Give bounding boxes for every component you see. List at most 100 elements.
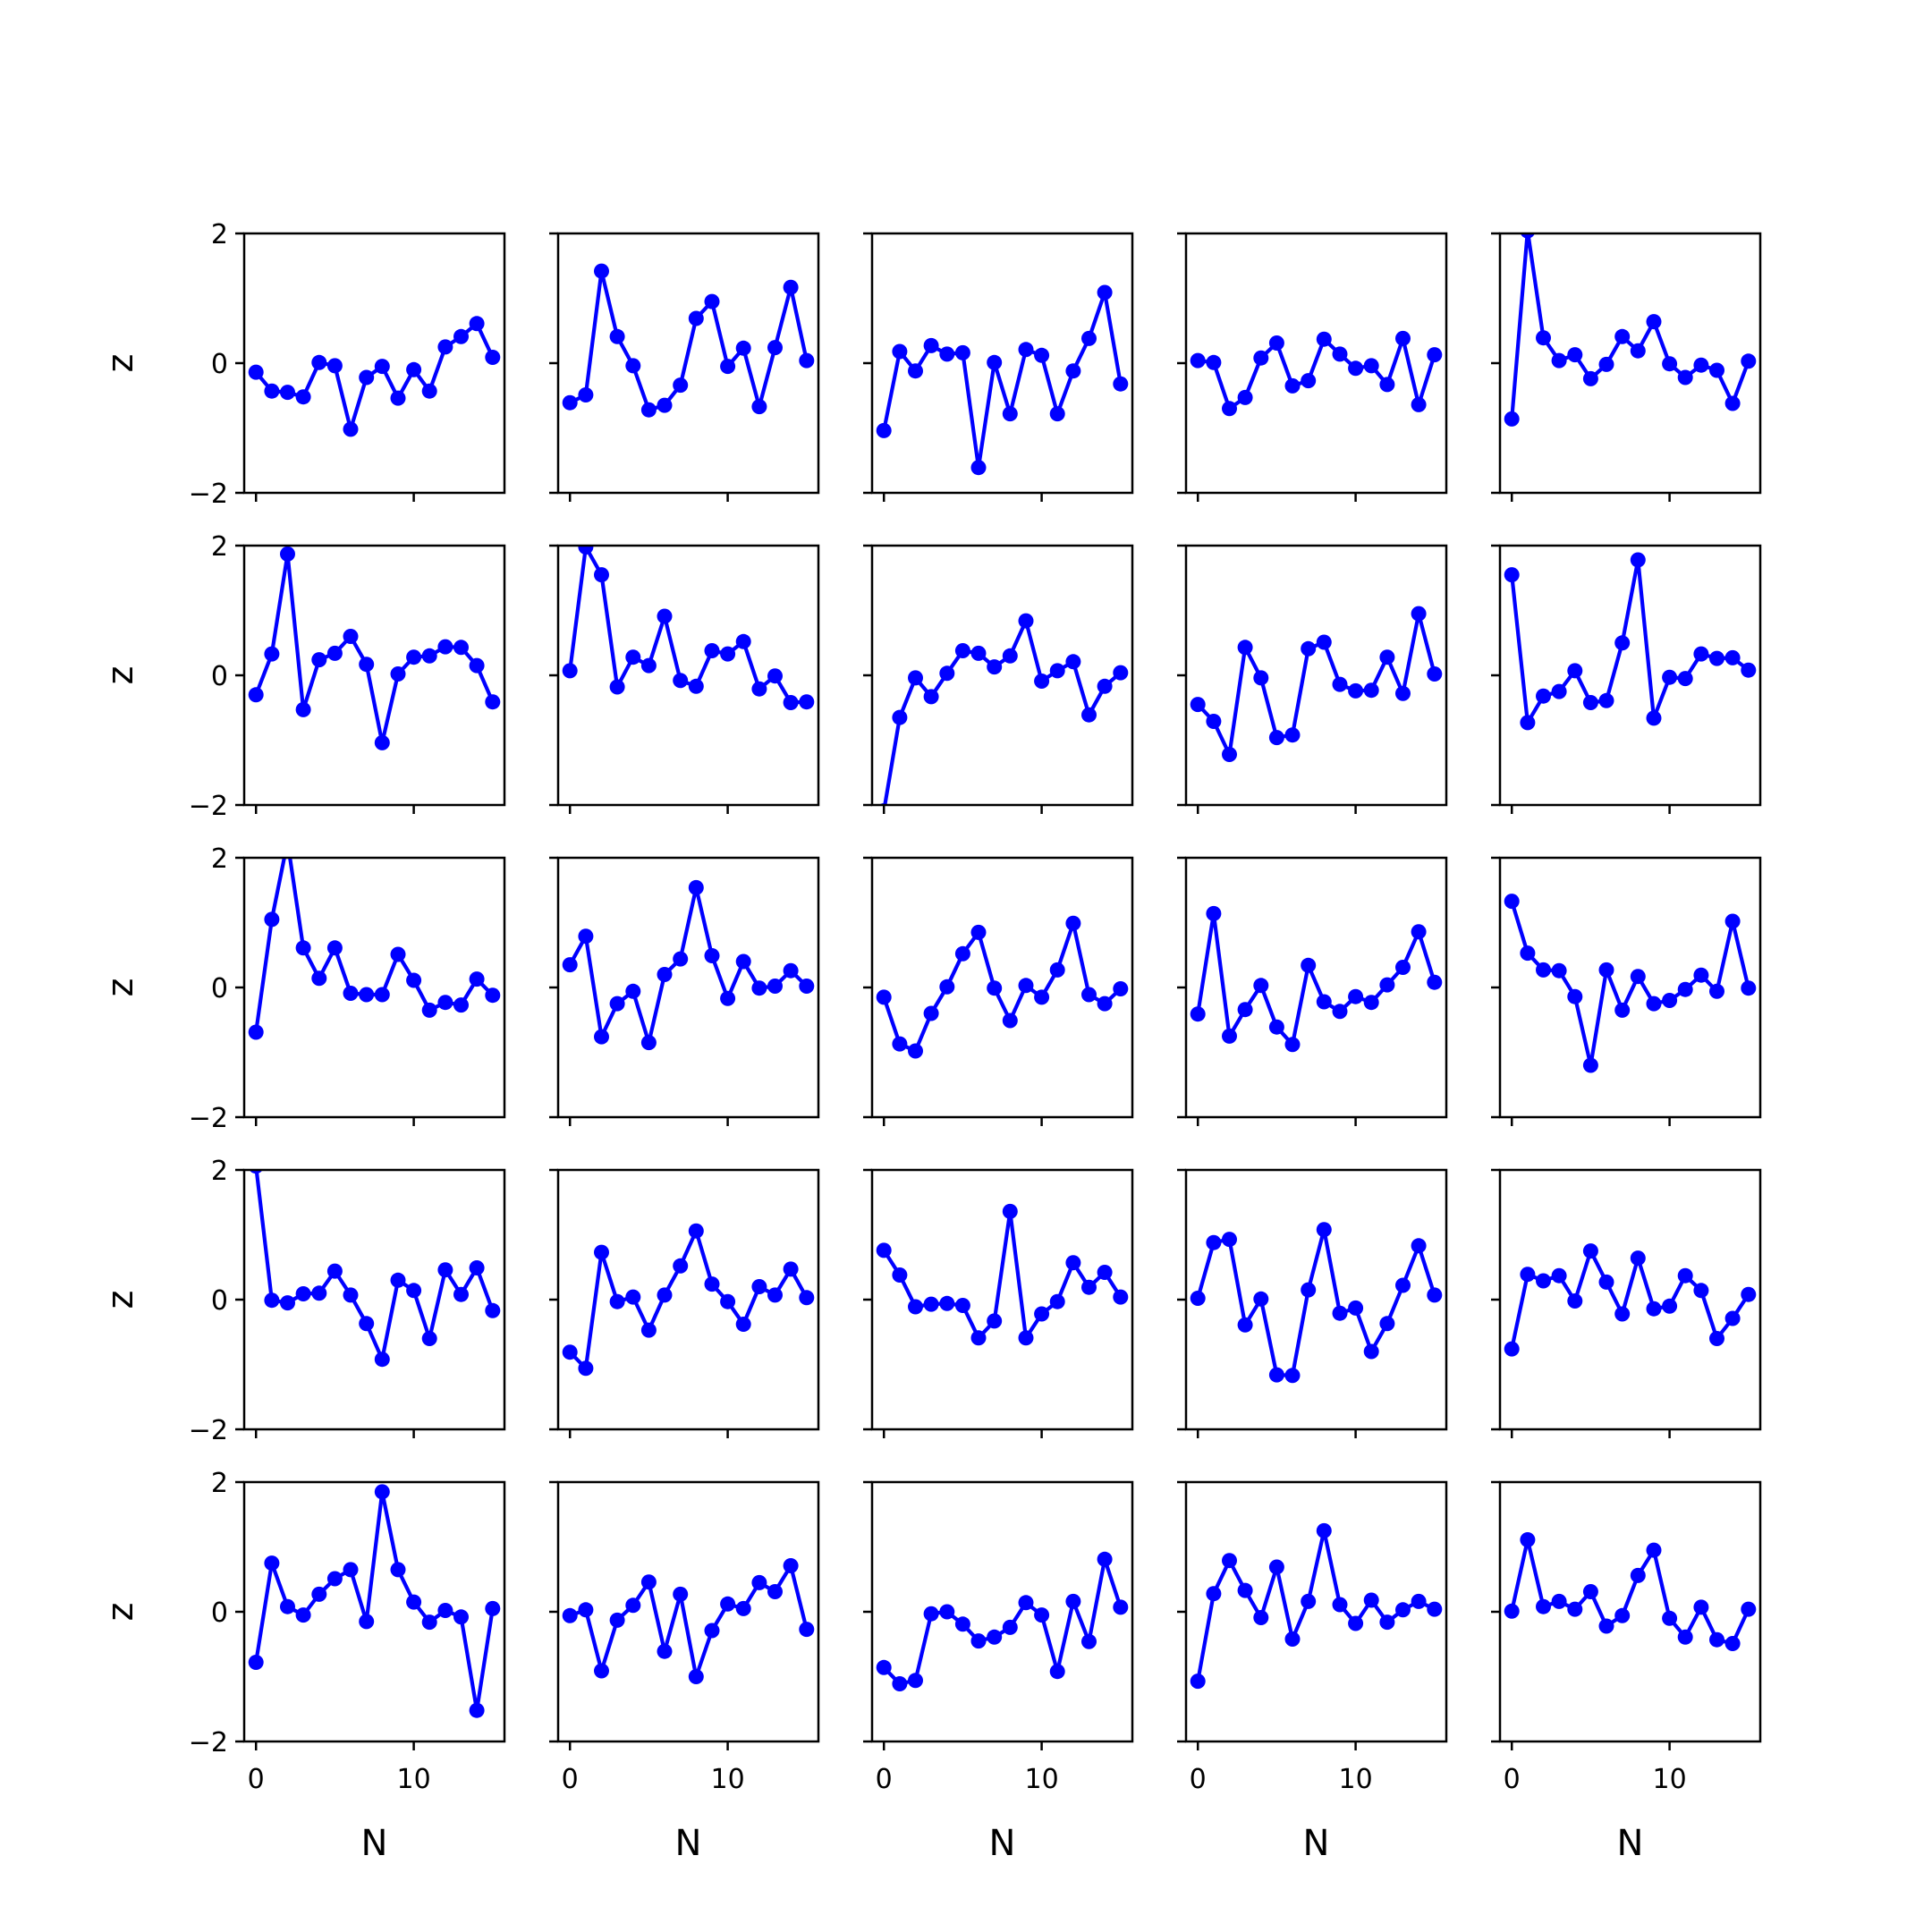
data-point: [1646, 710, 1662, 726]
y-tick-label: 2: [211, 1156, 228, 1187]
data-point: [1379, 1614, 1395, 1631]
data-point: [1614, 1306, 1631, 1322]
data-point: [1567, 663, 1583, 679]
x-axis-label: N: [1617, 1823, 1644, 1864]
subplot-2-4: [1177, 544, 1448, 814]
subplot-1-5: [1491, 232, 1762, 502]
data-point: [970, 645, 987, 661]
data-point: [485, 350, 501, 365]
data-point: [1049, 962, 1065, 978]
data-point: [1567, 1293, 1583, 1309]
data-point: [1693, 646, 1709, 662]
data-point: [1646, 314, 1662, 330]
data-point: [767, 668, 783, 684]
data-point: [453, 1286, 469, 1302]
data-point: [1551, 1267, 1567, 1284]
data-point: [720, 1596, 736, 1612]
data-point: [1536, 1598, 1551, 1614]
data-point: [1065, 1593, 1081, 1609]
data-point: [1237, 389, 1253, 405]
data-point: [1520, 1267, 1536, 1283]
data-point: [1709, 1331, 1724, 1346]
data-point: [1395, 1602, 1411, 1618]
data-point: [1049, 1293, 1065, 1309]
data-point: [594, 1663, 609, 1679]
data-point: [609, 328, 625, 344]
data-point: [751, 399, 767, 415]
data-point: [640, 657, 657, 674]
data-point: [1427, 1287, 1443, 1303]
data-point: [1630, 969, 1646, 985]
data-point: [799, 1622, 815, 1638]
x-tick-label: 0: [876, 1764, 893, 1795]
data-point: [406, 1283, 422, 1299]
series-line: [882, 290, 1123, 470]
data-point: [1427, 974, 1443, 990]
data-point: [326, 940, 343, 956]
axes-frame: [242, 856, 506, 1119]
data-point: [1253, 1610, 1269, 1625]
series-line: [882, 1209, 1123, 1340]
data-point: [892, 1267, 908, 1283]
data-point: [1536, 330, 1551, 346]
data-point: [1520, 233, 1535, 239]
data-point: [688, 1223, 704, 1239]
subplot-1-1: −2 0 2 z: [100, 219, 506, 510]
y-tick-label: 2: [211, 843, 228, 875]
data-point: [359, 1316, 375, 1332]
data-point: [923, 337, 939, 353]
axes-frame: [1184, 1168, 1448, 1431]
data-point: [390, 946, 406, 962]
data-point: [485, 694, 501, 710]
data-point: [1316, 1222, 1332, 1238]
data-point: [1741, 353, 1757, 369]
data-point: [939, 979, 955, 995]
data-point: [390, 390, 406, 406]
series-group: [1190, 1222, 1443, 1384]
data-point: [1504, 411, 1520, 427]
series-line: [1510, 899, 1750, 1068]
data-point: [1268, 730, 1284, 746]
data-point: [578, 1602, 594, 1618]
data-point: [1724, 913, 1741, 929]
data-point: [1411, 1593, 1427, 1609]
data-point: [1268, 1367, 1284, 1383]
data-point: [1332, 676, 1348, 692]
series-line: [882, 921, 1123, 1054]
y-tick-label: 0: [211, 349, 228, 380]
data-point: [1222, 401, 1237, 417]
y-axis-label: z: [100, 1291, 141, 1309]
data-point: [295, 1607, 311, 1623]
data-point: [1504, 894, 1520, 910]
data-point: [954, 945, 970, 962]
series-line: [1510, 233, 1750, 421]
data-point: [1741, 662, 1757, 678]
data-point: [1677, 1629, 1693, 1645]
data-point: [437, 339, 453, 355]
subplot-5-4: 0 10 N: [1177, 1480, 1448, 1864]
y-axis-label: z: [100, 1603, 141, 1622]
data-point: [248, 687, 264, 703]
series-line: [1196, 611, 1436, 757]
data-point: [359, 1614, 375, 1630]
data-point: [406, 1594, 422, 1610]
series-group: [562, 1558, 815, 1684]
y-axis-label: z: [100, 979, 141, 997]
data-point: [767, 340, 783, 356]
data-point: [1348, 988, 1364, 1004]
data-point: [954, 1298, 970, 1313]
data-point: [437, 1603, 453, 1618]
data-point: [1427, 1601, 1443, 1617]
data-point: [892, 343, 908, 360]
data-point: [594, 1244, 609, 1260]
data-point: [1113, 1289, 1129, 1305]
data-point: [248, 364, 264, 380]
series-line: [882, 1557, 1123, 1686]
data-point: [783, 962, 799, 979]
data-point: [1332, 346, 1348, 362]
data-point: [954, 643, 970, 658]
data-point: [453, 328, 469, 344]
data-point: [1081, 1633, 1097, 1649]
axes-frame: [556, 1480, 820, 1743]
series-group: [248, 316, 501, 437]
